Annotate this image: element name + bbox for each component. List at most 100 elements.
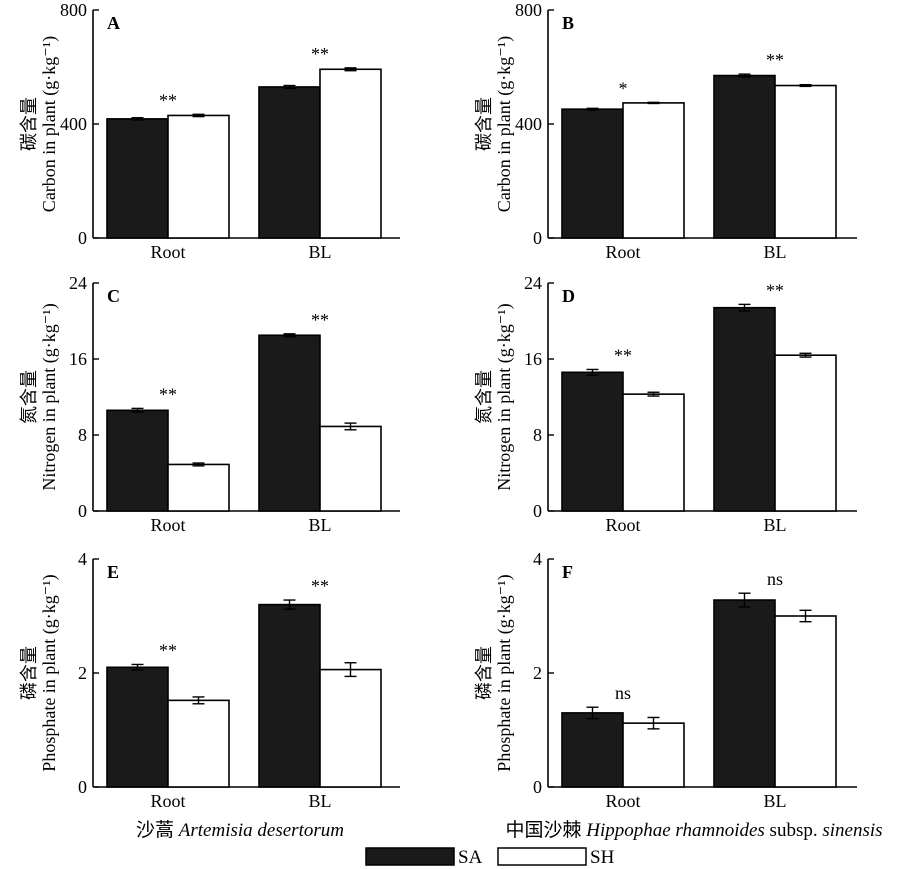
- bar-sa-root: [561, 108, 624, 239]
- panel-label: F: [562, 562, 573, 582]
- bar-sa-root: [561, 371, 624, 512]
- y-tick-label: 2: [533, 663, 542, 683]
- x-tick-label-bl: BL: [308, 242, 331, 262]
- legend-label-sa: SA: [458, 847, 483, 868]
- panel-label: E: [107, 562, 119, 582]
- legend-swatch-sh: [497, 847, 587, 866]
- y-tick-label: 0: [533, 501, 542, 521]
- x-tick-label-bl: BL: [308, 515, 331, 535]
- significance-label: **: [159, 384, 177, 404]
- legend-swatch-sa: [365, 847, 455, 866]
- chart-panel-e: 0 2 4E 磷含量 Phosphate in plant (g·kg⁻¹) Root **…: [19, 549, 400, 811]
- x-tick-label-root: Root: [605, 242, 640, 262]
- y-tick-label: 0: [78, 777, 87, 797]
- bar-sa-bl: [258, 334, 321, 512]
- y-axis-title-cn: 磷含量: [474, 646, 494, 700]
- bar-sh-bl: [774, 615, 837, 788]
- bar-sa-root: [561, 712, 624, 788]
- significance-label: *: [619, 78, 628, 98]
- column-label-left-cn: 沙蒿: [136, 819, 174, 841]
- significance-label: **: [159, 90, 177, 110]
- y-axis-title: Nitrogen in plant (g·kg⁻¹): [39, 303, 60, 490]
- column-label-right-latin: Hippophae rhamnoides: [585, 820, 765, 841]
- chart-panel-a: 0 400 800 A 碳含量 Carbon in plant (g·kg⁻¹) Root *…: [19, 0, 400, 262]
- y-tick-label: 0: [78, 501, 87, 521]
- x-tick-label-root: Root: [150, 791, 185, 811]
- x-tick-label-bl: BL: [763, 242, 786, 262]
- x-tick-label-bl: BL: [308, 791, 331, 811]
- bar-sa-root: [106, 118, 169, 239]
- bar-sh-root: [167, 463, 230, 512]
- x-tick-label-bl: BL: [763, 791, 786, 811]
- significance-label: **: [311, 576, 329, 596]
- column-label-right-suffix-italic: sinensis: [822, 820, 882, 841]
- x-tick-label-root: Root: [150, 242, 185, 262]
- significance-label: **: [614, 345, 632, 365]
- y-tick-label: 2: [78, 663, 87, 683]
- chart-panel-c: 0 8 16 24 C 氮含量 Nitrogen in plant (g·kg⁻¹) Root…: [19, 273, 400, 535]
- y-tick-label: 800: [515, 0, 542, 20]
- bar-sa-root: [106, 666, 169, 788]
- bar-sa-bl: [258, 603, 321, 788]
- column-label-left: 沙蒿 Artemisia desertorum: [136, 819, 344, 841]
- bar-sa-bl: [258, 86, 321, 239]
- panel-label: A: [107, 13, 120, 33]
- significance-label: **: [766, 50, 784, 70]
- panel-label: B: [562, 13, 574, 33]
- significance-label: ns: [615, 683, 631, 703]
- y-axis-title: Phosphate in plant (g·kg⁻¹): [494, 574, 515, 771]
- x-tick-label-root: Root: [150, 515, 185, 535]
- column-label-right: 中国沙棘 Hippophae rhamnoides subsp. sinensi…: [505, 819, 882, 841]
- bar-sh-root: [622, 393, 685, 512]
- panel-label: C: [107, 286, 120, 306]
- bar-sh-bl: [319, 425, 382, 512]
- y-axis-title-cn: 碳含量: [19, 97, 39, 151]
- y-axis-title: Carbon in plant (g·kg⁻¹): [494, 36, 515, 212]
- chart-panel-d: 0 8 16 24 D 氮含量 Nitrogen in plant (g·kg⁻¹) Root…: [474, 273, 857, 535]
- y-tick-label: 8: [78, 425, 87, 445]
- y-axis-title: Nitrogen in plant (g·kg⁻¹): [494, 303, 515, 490]
- chart-panel-f: 0 2 4F 磷含量 Phosphate in plant (g·kg⁻¹) Root ns…: [474, 549, 857, 811]
- bar-sh-root: [622, 722, 685, 788]
- y-tick-label: 4: [533, 549, 542, 569]
- significance-label: **: [311, 44, 329, 64]
- y-tick-label: 800: [60, 0, 87, 20]
- y-axis-title-cn: 碳含量: [474, 97, 494, 151]
- column-label-left-latin: Artemisia desertorum: [177, 820, 344, 841]
- column-label-right-cn: 中国沙棘: [505, 819, 581, 841]
- significance-label: **: [766, 280, 784, 300]
- y-axis-title: Carbon in plant (g·kg⁻¹): [39, 36, 60, 212]
- bar-sa-bl: [713, 599, 776, 788]
- x-tick-label-root: Root: [605, 791, 640, 811]
- bar-sh-bl: [319, 668, 382, 788]
- y-axis-title-cn: 磷含量: [19, 646, 39, 700]
- bar-sa-root: [106, 409, 169, 512]
- bar-sh-bl: [774, 354, 837, 512]
- y-tick-label: 24: [524, 273, 542, 293]
- y-tick-label: 4: [78, 549, 87, 569]
- y-axis-title: Phosphate in plant (g·kg⁻¹): [39, 574, 60, 771]
- chart-panel-b: 0 400 800 B 碳含量 Carbon in plant (g·kg⁻¹) Root *…: [474, 0, 857, 262]
- panel-label: D: [562, 286, 575, 306]
- bar-sh-bl: [319, 68, 382, 239]
- y-tick-label: 0: [533, 777, 542, 797]
- significance-label: ns: [767, 569, 783, 589]
- y-tick-label: 400: [515, 114, 542, 134]
- y-tick-label: 400: [60, 114, 87, 134]
- x-tick-label-bl: BL: [763, 515, 786, 535]
- y-tick-label: 16: [524, 349, 542, 369]
- y-axis-title-cn: 氮含量: [474, 370, 494, 424]
- bar-sa-bl: [713, 74, 776, 239]
- column-label-right-suffix: subsp.: [770, 820, 818, 841]
- bar-sa-bl: [713, 306, 776, 512]
- legend: SA SH: [365, 847, 615, 868]
- y-tick-label: 24: [69, 273, 87, 293]
- y-tick-label: 0: [533, 228, 542, 248]
- significance-label: **: [159, 640, 177, 660]
- y-tick-label: 16: [69, 349, 87, 369]
- significance-label: **: [311, 310, 329, 330]
- bar-sh-root: [167, 114, 230, 239]
- bar-sh-root: [622, 102, 685, 239]
